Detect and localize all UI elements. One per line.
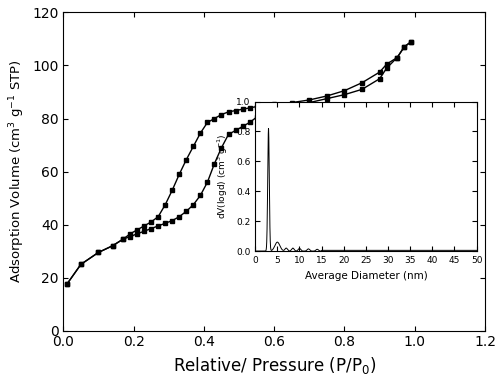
X-axis label: Relative/ Pressure (P/P$_0$): Relative/ Pressure (P/P$_0$) [173,355,376,376]
Y-axis label: Adsorption Volume (cm$^3$ g$^{-1}$ STP): Adsorption Volume (cm$^3$ g$^{-1}$ STP) [7,60,27,283]
